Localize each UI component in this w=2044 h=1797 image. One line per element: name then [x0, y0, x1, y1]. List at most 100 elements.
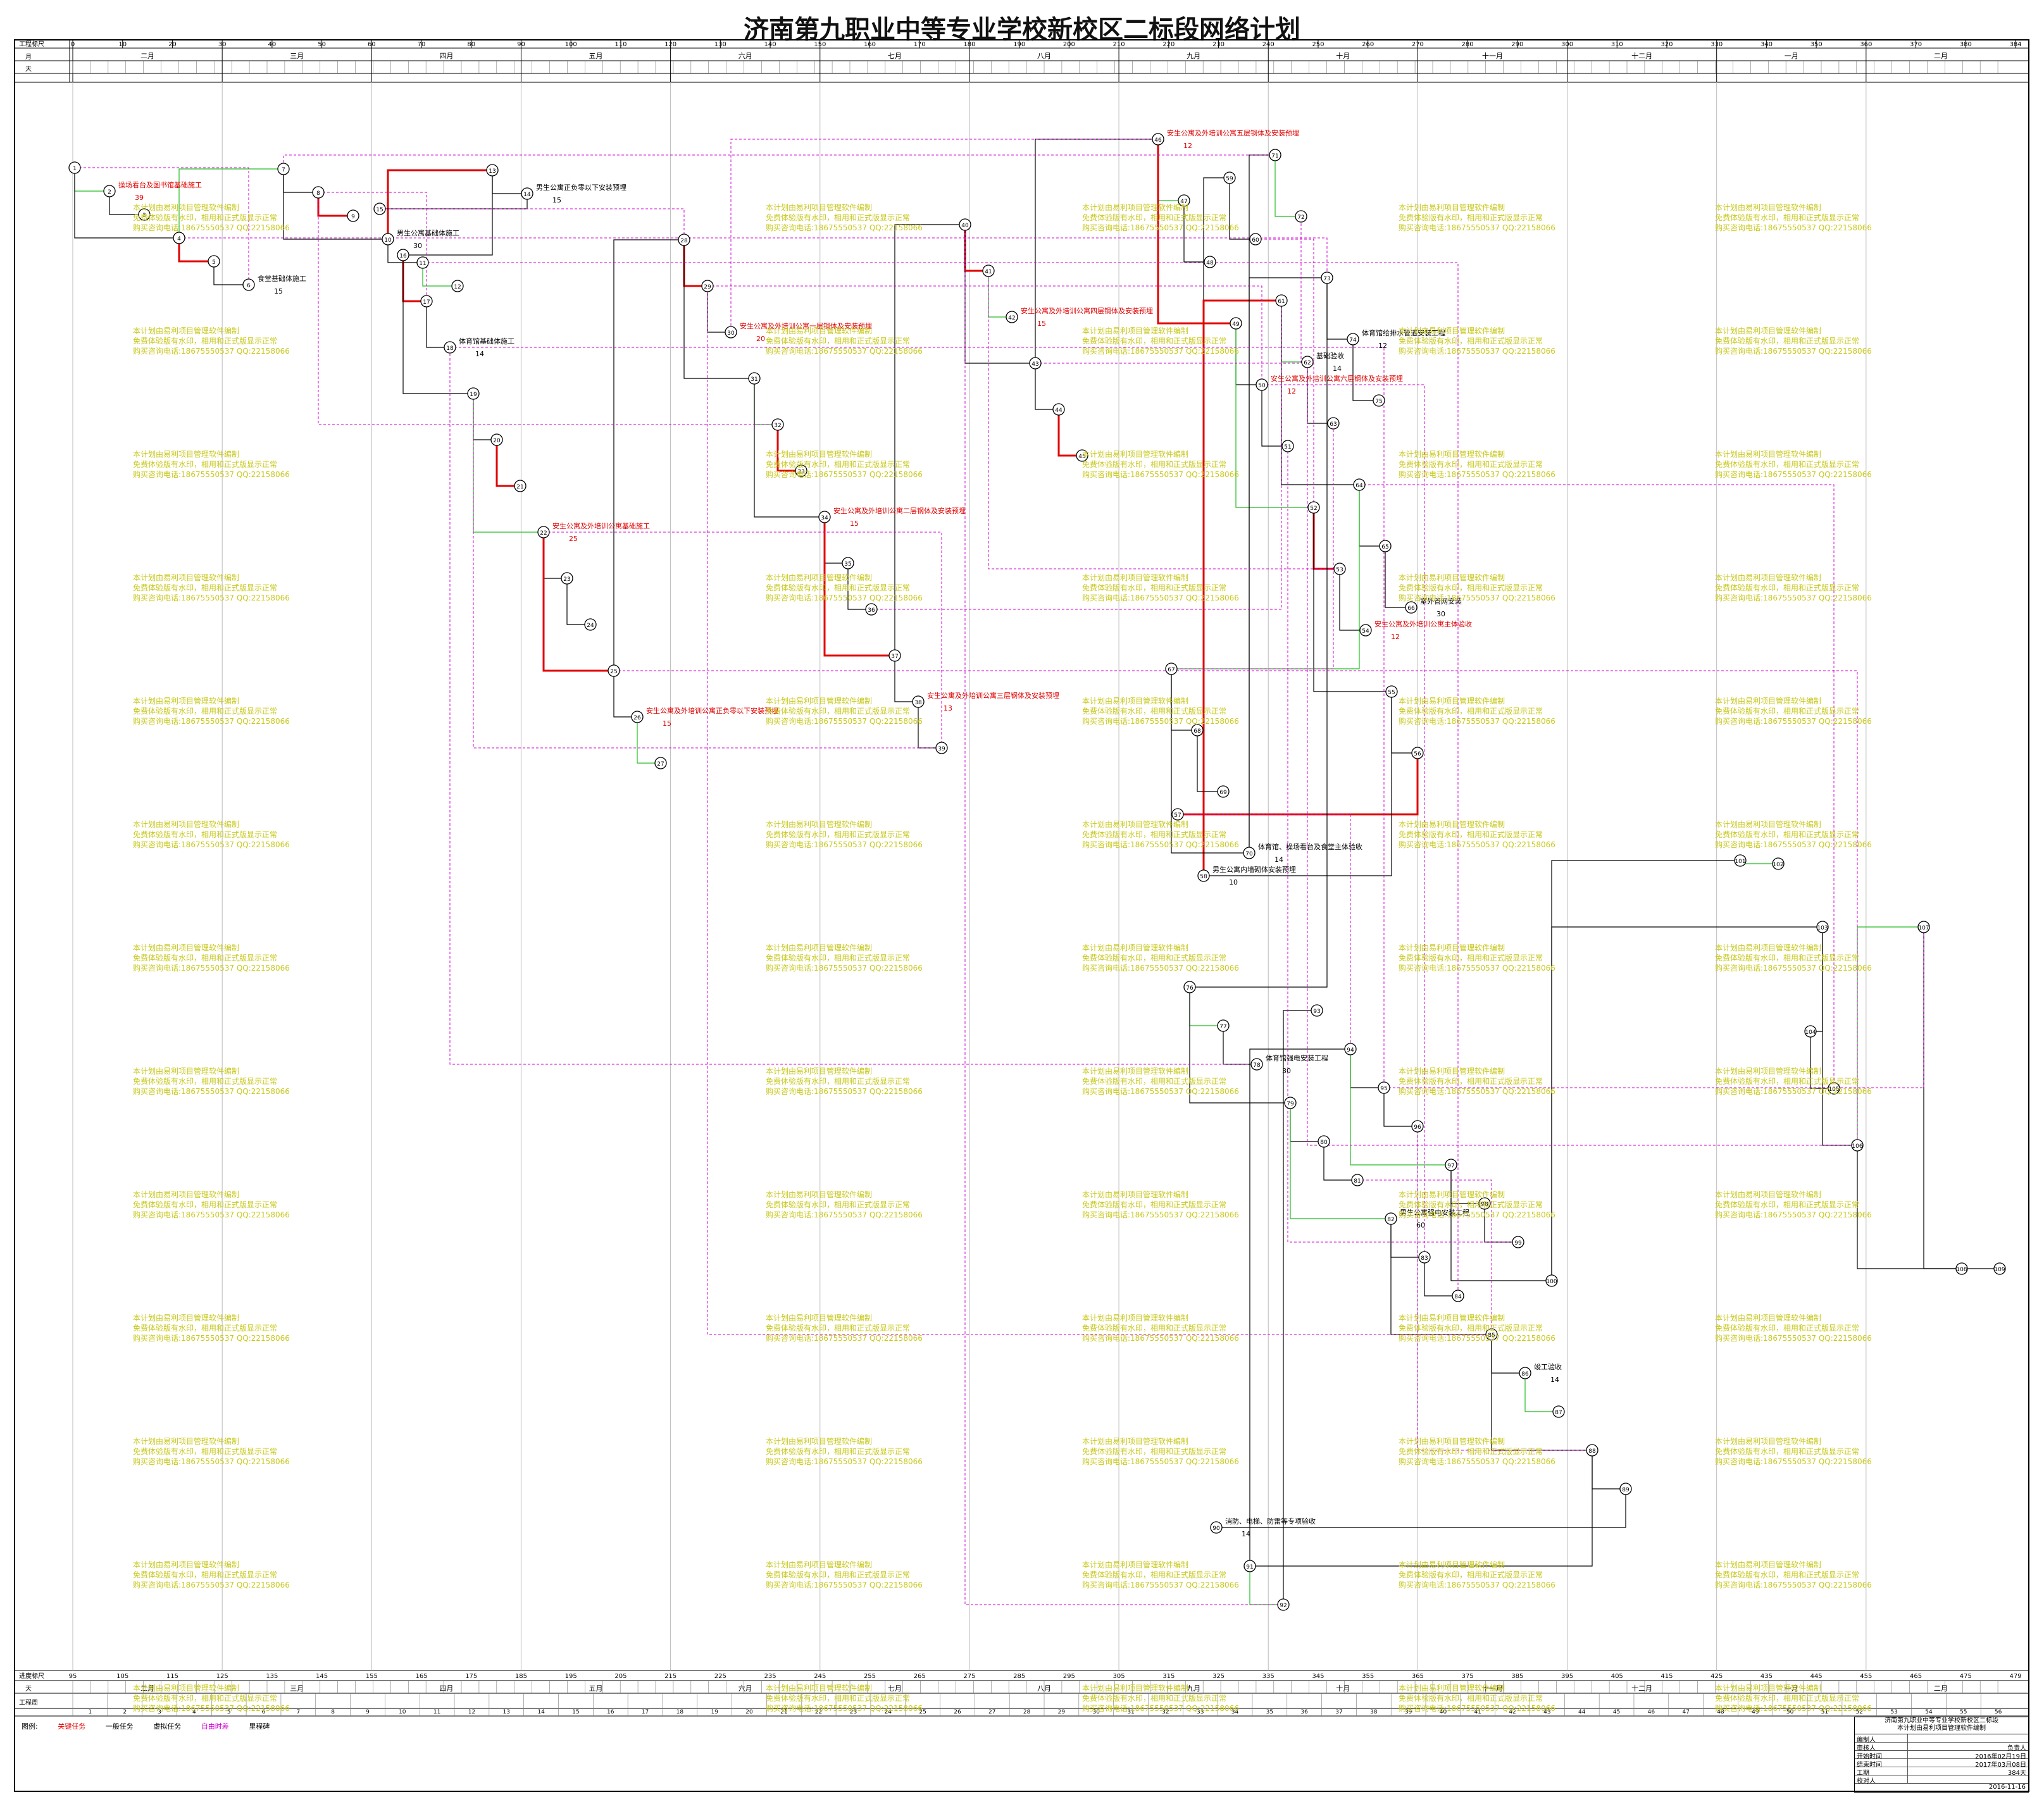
week-number: 23: [850, 1709, 857, 1715]
node-number: 46: [1154, 137, 1162, 144]
week-number: 3: [158, 1709, 161, 1715]
week-number: 25: [919, 1709, 926, 1715]
node-number: 55: [1388, 690, 1395, 696]
week-number: 56: [1995, 1709, 2002, 1715]
week-number: 39: [1405, 1709, 1412, 1715]
scale-tick-bottom: 385: [1511, 1673, 1523, 1680]
node-circle: [1353, 478, 1366, 491]
week-number: 14: [537, 1709, 545, 1715]
task-duration: 14: [1550, 1376, 1559, 1384]
task-arrow: [74, 168, 109, 192]
node-circle: [631, 711, 644, 723]
task-arrow: [1491, 1334, 1592, 1451]
watermark: 本计划由易利项目管理软件编制 免费体验版有水印，相用和正式版显示正常 购买咨询电话:…: [133, 450, 290, 479]
task-arrow: [283, 169, 388, 240]
week-number: 10: [399, 1709, 406, 1715]
node-number: 73: [1323, 276, 1330, 282]
scale-month: 二月: [1934, 52, 1948, 60]
scale-month-bottom: 七月: [888, 1684, 902, 1693]
node-number: 41: [985, 269, 992, 275]
task-label: 安生公寓及外培训公寓六层钢体及安装预埋: [1271, 374, 1403, 383]
scale-tick-bottom: 355: [1362, 1673, 1374, 1680]
node-circle: [451, 280, 464, 292]
node-circle: [842, 557, 854, 569]
watermark: 本计划由易利项目管理软件编制 免费体验版有水印，相用和正式版显示正常 购买咨询电话:…: [1082, 1437, 1239, 1466]
week-number: 28: [1023, 1709, 1031, 1715]
task-duration: 12: [1391, 633, 1400, 641]
node-number: 39: [938, 746, 945, 752]
scale-tick-bottom: 455: [1860, 1673, 1872, 1680]
info-row: 结束时间 2017年03月08日: [1855, 1759, 2028, 1769]
task-duration: 30: [1282, 1067, 1291, 1075]
node-circle: [490, 433, 503, 446]
info-value: [1908, 1775, 2028, 1783]
week-number: 18: [676, 1709, 684, 1715]
task-arrow: [1923, 927, 1962, 1269]
node-circle: [1816, 921, 1829, 933]
node-number: 14: [523, 192, 531, 198]
node-number: 31: [751, 376, 757, 383]
task-arrow: [1424, 1257, 1458, 1296]
task-arrow: [1857, 1145, 2000, 1269]
scale-tick-bottom: 225: [714, 1673, 726, 1680]
virtual-link: [1287, 446, 1518, 1243]
info-header-line2: 本计划由易利项目管理软件编制: [1897, 1725, 1986, 1732]
watermark: 本计划由易利项目管理软件编制 免费体验版有水印，相用和正式版显示正常 购买咨询电话:…: [766, 450, 923, 479]
virtual-link: [318, 192, 778, 425]
node-circle: [103, 185, 116, 197]
watermark: 本计划由易利项目管理软件编制 免费体验版有水印，相用和正式版显示正常 购买咨询电话:…: [1399, 820, 1555, 849]
scale-month: 九月: [1187, 52, 1200, 60]
task-duration: 30: [1436, 610, 1445, 618]
node-circle: [1378, 1081, 1390, 1094]
node-circle: [277, 163, 290, 175]
node-circle: [1295, 210, 1307, 223]
task-arrow: [473, 394, 497, 440]
node-number: 42: [1008, 315, 1015, 321]
watermark: 本计划由易利项目管理软件编制 免费体验版有水印，相用和正式版显示正常 购买咨询电话:…: [1715, 326, 1872, 356]
info-key: 结束时间: [1855, 1759, 1908, 1769]
scale-month-bottom: 十月: [1336, 1684, 1350, 1693]
node-number: 107: [1918, 925, 1929, 931]
task-duration: 15: [274, 287, 283, 295]
node-number: 17: [423, 299, 430, 306]
node-number: 26: [633, 715, 641, 721]
task-label: 食堂基础体施工: [258, 274, 306, 283]
node-circle: [1804, 1025, 1817, 1038]
virtual-link: [449, 347, 1257, 1065]
task-arrow: [74, 168, 179, 239]
virtual-link: [380, 208, 685, 240]
task-duration: 13: [944, 704, 952, 712]
task-arrow: [964, 225, 1035, 364]
watermark: 本计划由易利项目管理软件编制 免费体验版有水印，相用和正式版显示正常 购买咨询电话:…: [1399, 326, 1555, 356]
scale-tick-bottom: 135: [266, 1673, 278, 1680]
node-circle: [1204, 256, 1216, 268]
node-number: 6: [247, 283, 251, 289]
virtual-link: [283, 154, 1275, 169]
node-circle: [1552, 1405, 1565, 1418]
task-arrow: [566, 578, 590, 625]
task-arrow: [426, 301, 450, 348]
watermark: 本计划由易利项目管理软件编制 免费体验版有水印，相用和正式版显示正常 购买咨询电话:…: [1082, 573, 1239, 602]
node-number: 4: [177, 236, 181, 242]
watermark: 本计划由易利项目管理软件编制 免费体验版有水印，相用和正式版显示正常 购买咨询电话:…: [133, 1684, 290, 1713]
scale-tick-bottom: 195: [565, 1673, 577, 1680]
scale-tick-bottom: 205: [614, 1673, 626, 1680]
node-number: 19: [470, 392, 477, 398]
week-number: 5: [227, 1709, 231, 1715]
week-number: 22: [815, 1709, 822, 1715]
week-number: 8: [331, 1709, 335, 1715]
virtual-link: [730, 139, 1158, 332]
week-number: 13: [503, 1709, 510, 1715]
scale-tick-bottom: 215: [664, 1673, 676, 1680]
scale-tick-bottom: 335: [1262, 1673, 1274, 1680]
virtual-link: [707, 285, 1262, 385]
node-number: 5: [212, 259, 216, 266]
task-duration: 20: [756, 335, 765, 343]
watermark: 本计划由易利项目管理软件编制 免费体验版有水印，相用和正式版显示正常 购买咨询电话:…: [766, 1067, 923, 1096]
node-circle: [1772, 857, 1785, 870]
task-arrow: [542, 532, 614, 672]
scale-month: 八月: [1037, 52, 1051, 60]
week-number: 12: [468, 1709, 475, 1715]
task-arrow: [776, 425, 801, 472]
node-circle: [1993, 1262, 2006, 1275]
